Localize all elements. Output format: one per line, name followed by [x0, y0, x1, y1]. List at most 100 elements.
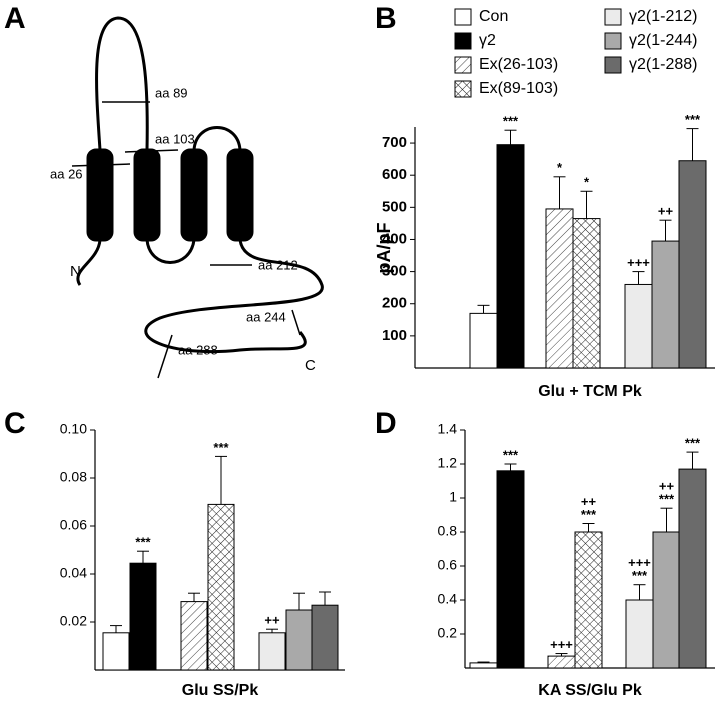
significance-label: *** [685, 112, 701, 127]
significance-label: +++ [628, 555, 651, 570]
y-tick-label: 700 [382, 134, 407, 151]
y-tick-label: 0.2 [438, 625, 458, 641]
y-tick-label: 200 [382, 295, 407, 312]
y-tick-label: 0.02 [60, 613, 87, 629]
bar [129, 562, 157, 671]
bar [625, 599, 654, 669]
bar [652, 531, 681, 669]
y-tick-label: 1.2 [438, 455, 458, 471]
significance-label: +++ [550, 637, 573, 652]
c-tail [144, 239, 324, 354]
loop [192, 126, 242, 151]
panel-label: A [4, 2, 26, 35]
panel-label: D [375, 407, 397, 440]
y-tick-label: 0.4 [438, 591, 458, 607]
bar [469, 312, 498, 369]
x-axis-label: Glu + TCM Pk [538, 383, 642, 400]
site [124, 149, 179, 153]
terminus-label: C [305, 357, 316, 374]
legend-swatch [454, 80, 472, 98]
site-label: aa 103 [155, 131, 195, 146]
y-tick-label: 0.06 [60, 517, 87, 533]
bar [547, 655, 576, 669]
significance-label: *** [503, 447, 519, 462]
helix [180, 148, 208, 242]
legend-label: γ2(1-244) [629, 32, 697, 49]
legend-label: Ex(26-103) [479, 56, 558, 73]
helix [86, 148, 114, 242]
legend-label: γ2(1-288) [629, 56, 697, 73]
legend-swatch [454, 8, 472, 26]
significance-label: ++ [264, 613, 280, 628]
bar [496, 470, 525, 669]
y-tick-label: 0.04 [60, 565, 87, 581]
y-tick-label: 0.08 [60, 469, 87, 485]
site [71, 163, 131, 167]
helix [226, 148, 254, 242]
significance-label: * [584, 175, 590, 190]
site [157, 334, 173, 379]
legend-label: γ2(1-212) [629, 8, 697, 25]
legend-swatch [604, 56, 622, 74]
site [291, 309, 301, 336]
helix [133, 148, 161, 242]
significance-label: *** [581, 507, 597, 522]
x-axis-label: Glu SS/Pk [182, 682, 259, 699]
y-tick-label: 600 [382, 166, 407, 183]
bar [545, 208, 574, 369]
y-tick-label: 300 [382, 263, 407, 280]
site-label: aa 89 [155, 85, 188, 100]
panel-label: B [375, 2, 397, 35]
y-tick-label: 500 [382, 198, 407, 215]
significance-label: ++ [659, 479, 675, 494]
panel-label: C [4, 407, 26, 440]
legend-label: Ex(89-103) [479, 80, 558, 97]
significance-label: *** [685, 436, 701, 451]
bar [285, 609, 313, 671]
significance-label: *** [213, 440, 229, 455]
bar [496, 144, 525, 369]
legend-label: Con [479, 8, 508, 25]
significance-label: ++ [658, 204, 674, 219]
significance-label: +++ [627, 255, 650, 270]
y-tick-label: 100 [382, 327, 407, 344]
legend-swatch [454, 56, 472, 74]
bar [311, 604, 339, 671]
bar [258, 632, 286, 671]
significance-label: *** [503, 114, 519, 129]
site-label: aa 288 [178, 342, 218, 357]
bar [651, 240, 680, 369]
x-axis-label: KA SS/Glu Pk [538, 682, 642, 699]
site-label: aa 212 [258, 257, 298, 272]
y-tick-label: 0.6 [438, 557, 458, 573]
n-tail [76, 239, 102, 286]
bar [572, 218, 601, 369]
legend-swatch [604, 8, 622, 26]
bar [574, 531, 603, 669]
bar [207, 503, 235, 671]
y-tick-label: 400 [382, 230, 407, 247]
bar [678, 468, 707, 669]
y-tick-label: 0.8 [438, 523, 458, 539]
y-axis-label: pA/pF [374, 223, 394, 274]
loop [145, 239, 196, 264]
significance-label: ++ [581, 494, 597, 509]
bar [624, 283, 653, 369]
legend-swatch [454, 32, 472, 50]
bar [469, 662, 498, 669]
bar [180, 601, 208, 671]
y-tick-label: 1.4 [438, 421, 458, 437]
loop [95, 16, 149, 151]
significance-label: *** [135, 535, 151, 550]
legend-swatch [604, 32, 622, 50]
legend-label: γ2 [479, 32, 496, 49]
y-tick-label: 0.10 [60, 421, 87, 437]
significance-label: *** [632, 568, 648, 583]
bar [102, 632, 130, 671]
site-label: aa 244 [246, 309, 286, 324]
y-tick-label: 1 [449, 489, 457, 505]
diagram: A aa 89 aa 103 aa 26 aa 212 aa 244 aa 28… [4, 2, 324, 379]
site-label: aa 26 [50, 166, 83, 181]
bar [678, 160, 707, 369]
